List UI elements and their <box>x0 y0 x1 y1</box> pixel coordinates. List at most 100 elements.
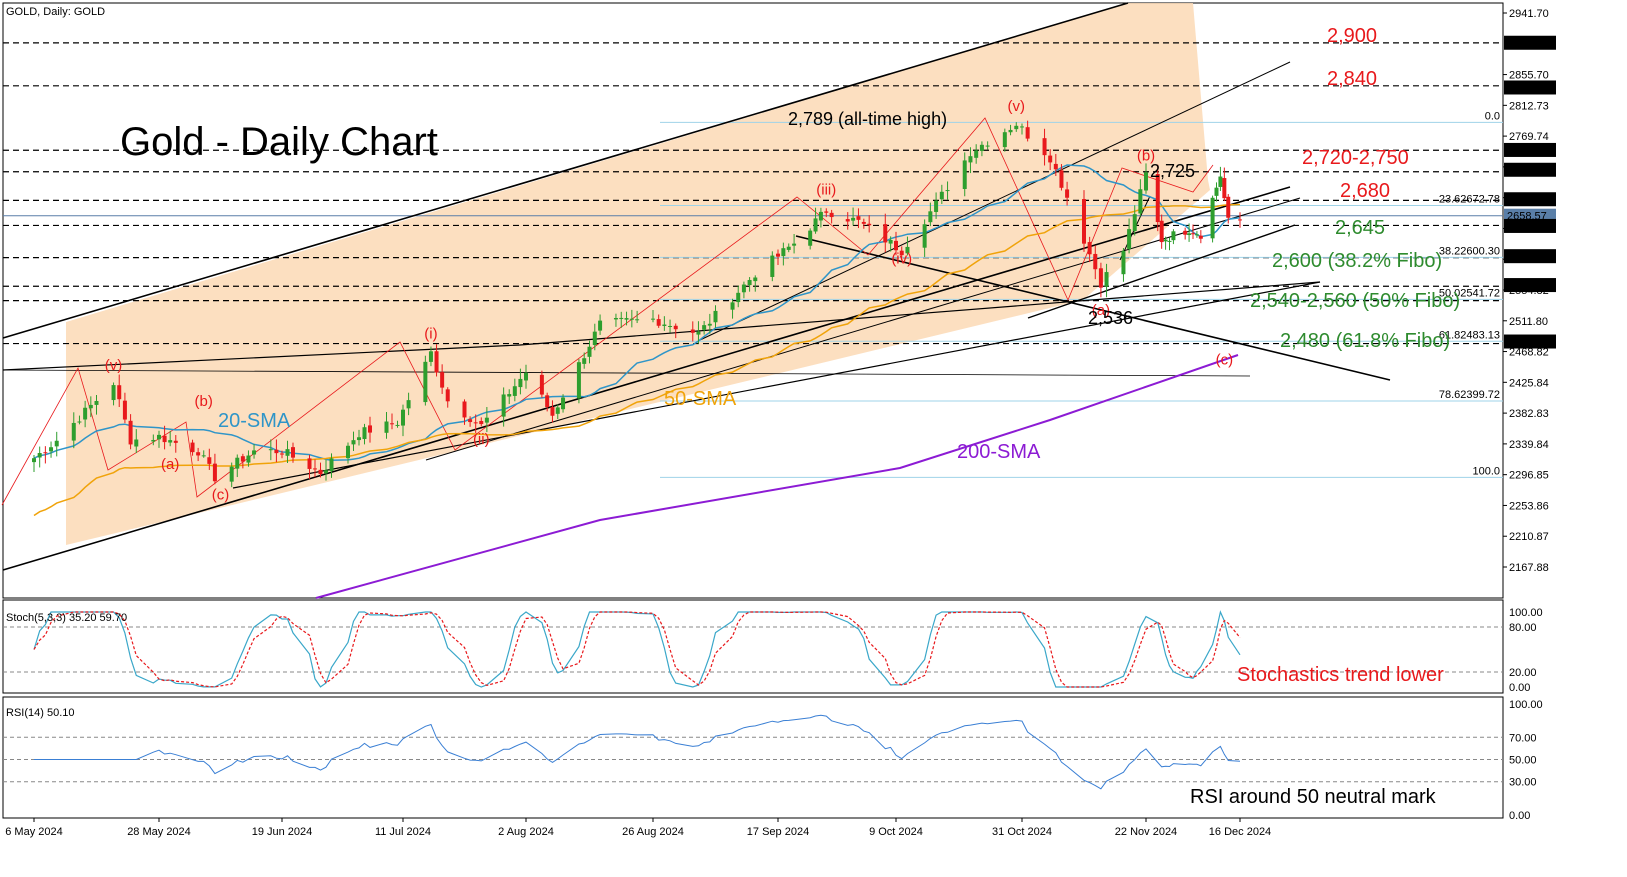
price-badge-label-6: 2644.26 <box>1507 221 1547 233</box>
price-badge-3 <box>1504 162 1556 177</box>
candle-body <box>1167 240 1172 242</box>
annotation-1: 2,725 <box>1150 161 1195 181</box>
candle-body <box>770 255 775 277</box>
candle-body <box>550 407 555 416</box>
candle-body <box>329 458 334 471</box>
wave-label-11: (c) <box>1216 351 1234 368</box>
annotation-10: 2,480 (61.8% Fibo) <box>1280 330 1450 352</box>
candle-body <box>524 372 528 381</box>
candle-body <box>83 407 88 420</box>
date-tick-label: 9 Oct 2024 <box>869 826 923 838</box>
candle-body <box>307 458 312 469</box>
stoch-tick-label: 0.00 <box>1509 682 1530 694</box>
candle-body <box>43 452 48 454</box>
price-badge-0 <box>1504 35 1556 50</box>
candle-body <box>54 440 59 447</box>
annotation-0: 2,789 (all-time high) <box>788 109 947 129</box>
candle-body <box>117 385 122 400</box>
annotation-8: 2,600 (38.2% Fibo) <box>1272 250 1442 272</box>
annotation-5: 2,720-2,750 <box>1302 147 1409 169</box>
trendline-1 <box>2 186 1291 571</box>
candle-body <box>71 422 76 441</box>
candle-body <box>1198 235 1203 239</box>
candle-body <box>619 317 624 319</box>
candle-body <box>934 200 939 212</box>
trendline-3 <box>425 197 1301 461</box>
candle-body <box>707 323 712 326</box>
candle-body <box>501 394 506 417</box>
candle-body <box>922 224 927 248</box>
candle-body <box>190 442 195 453</box>
candle-body <box>212 463 217 482</box>
candle-body <box>1159 220 1164 243</box>
chart-header: GOLD, Daily: GOLD <box>6 6 105 18</box>
stoch-header: Stoch(5,3,3) 35.20 59.70 <box>6 612 127 624</box>
candle-body <box>37 453 42 458</box>
candle-body <box>1191 233 1195 235</box>
annotation-9: 2,540-2,560 (50% Fibo) <box>1250 290 1460 312</box>
candle-body <box>318 469 323 475</box>
candle-body <box>1020 126 1024 128</box>
candle-body <box>808 230 813 246</box>
rsi-tick-label: 100.00 <box>1509 699 1543 711</box>
candle-body <box>134 439 139 447</box>
candle-body <box>280 453 284 455</box>
fib-label-1: 23.62672.78 <box>1439 194 1500 206</box>
rsi-tick-label: 50.00 <box>1509 755 1537 767</box>
candle-body <box>346 445 350 459</box>
price-tick-label: 2339.84 <box>1509 439 1549 451</box>
stoch-k-line <box>33 610 1241 688</box>
candle-body <box>974 150 979 158</box>
rsi-header: RSI(14) 50.10 <box>6 707 74 719</box>
stoch-d-line <box>33 611 1241 688</box>
candle-body <box>512 386 517 396</box>
candle-body <box>1144 172 1148 191</box>
wave-label-4: (i) <box>424 326 437 343</box>
stoch-tick-label: 20.00 <box>1509 667 1537 679</box>
date-tick-label: 26 Aug 2024 <box>622 826 684 838</box>
wave-label-6: (iii) <box>816 182 836 199</box>
annotation-13: 200-SMA <box>957 441 1041 463</box>
candle-body <box>518 378 523 388</box>
candle-body <box>111 385 116 401</box>
price-tick-label: 2382.83 <box>1509 408 1549 420</box>
candle-body <box>324 470 328 474</box>
candle-body <box>883 224 888 243</box>
candle-body <box>479 420 484 425</box>
annotation-3: 2,900 <box>1327 25 1377 47</box>
trendline-9 <box>699 61 1291 341</box>
candle-body <box>587 346 592 357</box>
candle-body <box>813 218 818 232</box>
trendline-7 <box>795 235 1391 381</box>
price-tick-label: 2210.87 <box>1509 531 1549 543</box>
candle-body <box>985 145 990 147</box>
candle-body <box>1226 196 1231 218</box>
wave-zigzag <box>1 117 1214 506</box>
trendline-4 <box>2 344 521 371</box>
price-badge-2 <box>1504 142 1556 157</box>
candle-body <box>561 397 566 410</box>
price-badge-label-9: 2482.83 <box>1507 337 1547 349</box>
candle-body <box>507 394 512 397</box>
annotation-7: 2,645 <box>1335 217 1385 239</box>
stoch-tick-label: 80.00 <box>1509 622 1537 634</box>
fib-label-3: 50.02541.72 <box>1439 287 1500 299</box>
candle-body <box>1104 272 1109 287</box>
candle-body <box>368 425 372 433</box>
candle-body <box>406 400 411 409</box>
candle-body <box>1218 176 1223 187</box>
candle-body <box>861 221 866 224</box>
candle-body <box>1187 233 1192 236</box>
date-tick-label: 22 Nov 2024 <box>1115 826 1177 838</box>
candle-body <box>1048 155 1053 163</box>
stoch-pane <box>2 599 1504 694</box>
candle-body <box>94 400 99 405</box>
candle-body <box>1053 163 1058 170</box>
candle-body <box>468 419 473 423</box>
trendline-8 <box>1027 224 1296 319</box>
price-badge-label-8: 2561.68 <box>1507 280 1547 292</box>
rsi-note: RSI around 50 neutral mark <box>1190 786 1437 808</box>
candle-body <box>818 211 823 221</box>
candle-body <box>1025 127 1030 139</box>
